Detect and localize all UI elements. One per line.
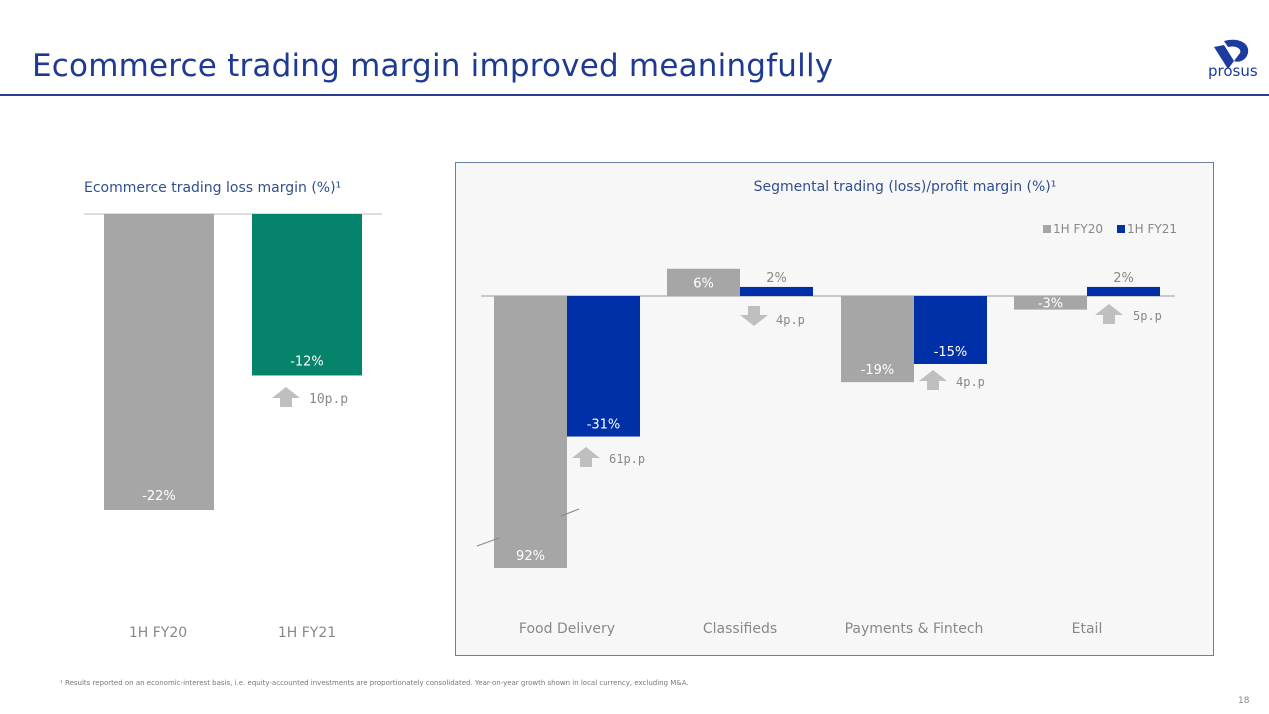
segmental-margin-chart: Segmental trading (loss)/profit margin (… (476, 179, 1177, 637)
data-label: 92% (516, 549, 545, 564)
data-label: -22% (142, 489, 176, 504)
data-label: -12% (290, 354, 324, 369)
change-annotation: 61p.p (609, 452, 645, 466)
data-label: -3% (1038, 297, 1063, 312)
arrow-up-icon (919, 370, 947, 390)
x-tick-label: Etail (1072, 621, 1103, 637)
change-annotation: 4p.p (776, 313, 805, 327)
data-label: 2% (766, 271, 787, 286)
bar-etail-1h-fy20 (1014, 296, 1087, 310)
chart-title: Ecommerce trading loss margin (%)¹ (84, 180, 341, 196)
bar-classifieds-1h-fy21 (740, 286, 813, 296)
data-label: -31% (587, 418, 621, 433)
legend: 1H FY20 1H FY21 (1043, 222, 1177, 236)
x-tick-label: Payments & Fintech (845, 621, 984, 637)
bar-food-delivery-1h-fy20 (494, 296, 567, 568)
prosus-logo-text: prosus (1208, 62, 1258, 80)
legend-swatch-1h-fy21 (1117, 225, 1125, 233)
page-title: Ecommerce trading margin improved meanin… (32, 48, 834, 84)
arrow-up-icon (1095, 304, 1123, 324)
chart-title: Segmental trading (loss)/profit margin (… (754, 179, 1057, 195)
footnote: ¹ Results reported on an economic-intere… (60, 679, 689, 687)
x-tick-label: 1H FY20 (129, 625, 187, 641)
ecommerce-margin-chart: Ecommerce trading loss margin (%)¹ -22% -… (84, 180, 382, 641)
data-label: 6% (693, 276, 714, 291)
bar-1h-fy20 (104, 214, 214, 510)
legend-label: 1H FY21 (1127, 222, 1177, 236)
bar-food-delivery-1h-fy21 (567, 296, 640, 437)
data-label: -15% (934, 345, 968, 360)
x-tick-label: 1H FY21 (278, 625, 336, 641)
arrow-up-icon (572, 447, 600, 467)
data-label: -19% (861, 363, 895, 378)
x-tick-label: Classifieds (703, 621, 777, 637)
prosus-logo-icon (1214, 39, 1249, 69)
change-annotation: 4p.p (956, 375, 985, 389)
x-tick-label: Food Delivery (519, 621, 615, 637)
legend-swatch-1h-fy20 (1043, 225, 1051, 233)
change-annotation: 10p.p (309, 392, 348, 407)
axis-break-mark (560, 508, 580, 517)
legend-label: 1H FY20 (1053, 222, 1103, 236)
bar-etail-1h-fy21 (1087, 286, 1160, 296)
arrow-down-icon (740, 306, 768, 326)
page-number: 18 (1238, 696, 1250, 706)
bar-classifieds-1h-fy20 (667, 268, 740, 296)
arrow-up-icon (272, 387, 300, 407)
data-label: 2% (1113, 271, 1134, 286)
title-divider (0, 94, 1269, 96)
axis-break-mark (476, 537, 500, 547)
bar-1h-fy21 (252, 214, 362, 376)
change-annotation: 5p.p (1133, 309, 1162, 323)
bar-payments-fintech-1h-fy21 (914, 296, 987, 364)
bar-payments-fintech-1h-fy20 (841, 296, 914, 383)
